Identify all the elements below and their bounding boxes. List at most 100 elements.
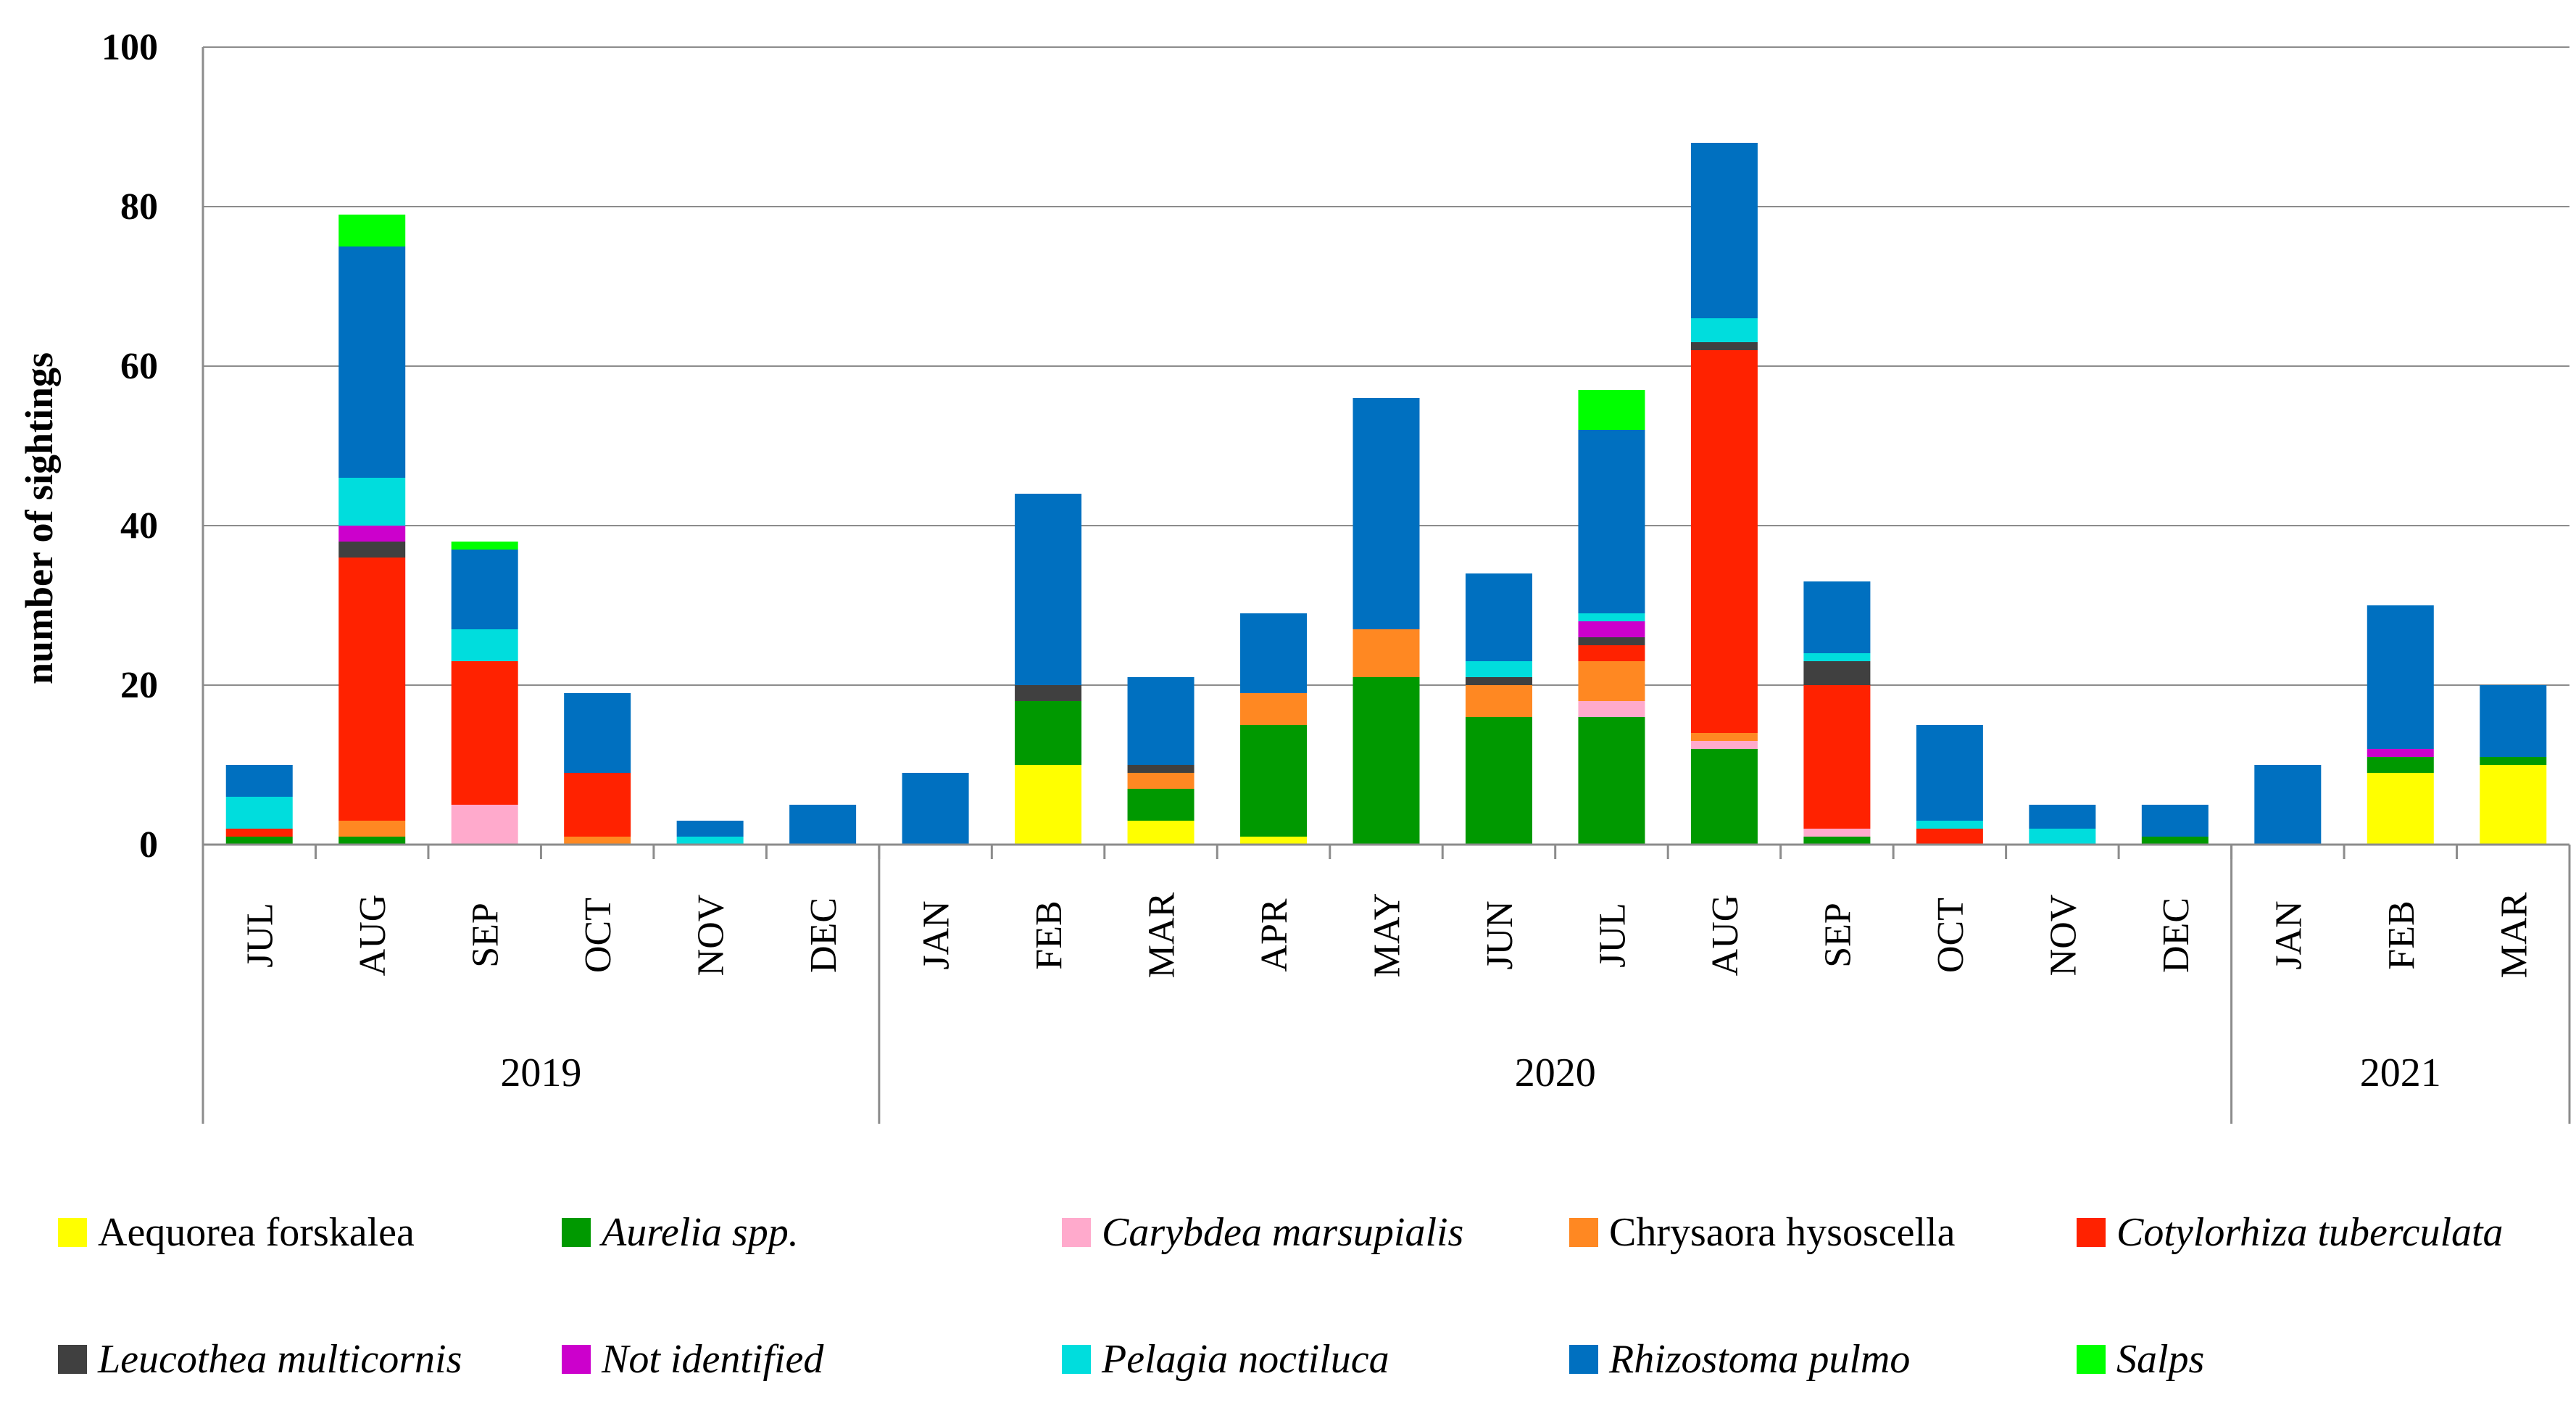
bar-segment <box>1803 837 1871 845</box>
x-axis-year-groups: 2019 2020 2021 <box>500 1051 2440 1095</box>
bar-segment <box>1127 765 1194 773</box>
bar-segment <box>1803 581 1871 653</box>
bar-segment <box>1578 430 1645 613</box>
bar-segment <box>338 526 406 542</box>
y-tick-label: 40 <box>120 505 158 547</box>
x-tick-label: DEC <box>2156 898 2197 973</box>
legend-swatch <box>2077 1345 2106 1374</box>
bar-segment <box>225 829 293 837</box>
axes <box>201 47 2571 1124</box>
bar-segment <box>451 661 518 805</box>
bar-segment <box>451 629 518 661</box>
x-tick-label: OCT <box>578 898 619 973</box>
y-axis-label: number of sightings <box>17 352 61 684</box>
x-tick-label: APR <box>1254 898 1295 971</box>
bar-segment <box>2141 805 2209 837</box>
legend-swatch <box>1062 1218 1091 1247</box>
legend-label: Chrysaora hysoscella <box>1609 1210 1956 1255</box>
bar-segment <box>225 765 293 797</box>
legend-swatch <box>562 1345 591 1374</box>
x-tick-label: NOV <box>2043 895 2084 977</box>
bar-segment <box>1803 685 1871 829</box>
bar-segment <box>1353 677 1420 845</box>
bar-segment <box>1916 821 1983 829</box>
legend-swatch <box>1569 1345 1598 1374</box>
x-tick-label: MAR <box>2493 892 2535 978</box>
x-tick-label: JUL <box>240 903 281 968</box>
bar-segment <box>225 797 293 829</box>
bar-segment <box>1127 821 1194 845</box>
bar-segment <box>2254 765 2322 845</box>
legend-swatch <box>58 1345 87 1374</box>
bar-segment <box>1578 717 1645 845</box>
bar-segment <box>1015 494 1082 685</box>
bar-segment <box>1465 661 1532 677</box>
bar-segment <box>2029 829 2096 845</box>
bar-segment <box>1578 390 1645 430</box>
x-tick-label: NOV <box>691 895 732 977</box>
bar-segment <box>1578 621 1645 637</box>
bar-segment <box>1127 677 1194 765</box>
bar-segment <box>2367 773 2434 845</box>
bar-segment <box>676 837 744 845</box>
x-tick-label: AUG <box>1705 895 1746 977</box>
legend-label: Carybdea marsupialis <box>1102 1210 1463 1255</box>
legend-label: Aurelia spp. <box>599 1210 799 1255</box>
bar-segment <box>676 821 744 837</box>
bars <box>225 143 2547 845</box>
x-tick-label: JAN <box>2268 900 2309 969</box>
bar-segment <box>1465 677 1532 685</box>
x-tick-label: JUL <box>1592 903 1633 968</box>
bar-segment <box>1690 318 1758 342</box>
y-axis-ticks: 0 20 40 60 80 100 <box>101 27 158 866</box>
bar-segment <box>1240 837 1308 845</box>
bar-segment <box>1690 342 1758 350</box>
legend-swatch <box>1569 1218 1598 1247</box>
x-tick-label: JAN <box>916 900 957 969</box>
bar-segment <box>1578 613 1645 621</box>
bar-segment <box>1690 143 1758 318</box>
bar-segment <box>1465 717 1532 845</box>
legend: Aequorea forskalea Aurelia spp. Carybdea m… <box>58 1210 2504 1382</box>
bar-segment <box>1916 829 1983 845</box>
bar-segment <box>1015 701 1082 765</box>
legend-label: Cotylorhiza tuberculata <box>2116 1210 2504 1255</box>
bar-segment <box>1803 661 1871 685</box>
bar-segment <box>564 693 631 773</box>
y-tick-label: 80 <box>120 186 158 228</box>
x-tick-label: FEB <box>1029 900 1070 969</box>
bar-segment <box>1578 645 1645 661</box>
bar-segment <box>451 542 518 550</box>
bar-segment <box>338 246 406 478</box>
y-tick-label: 100 <box>101 27 158 68</box>
y-tick-label: 20 <box>120 665 158 706</box>
bar-segment <box>1690 733 1758 741</box>
legend-label: Salps <box>2116 1337 2204 1382</box>
bar-segment <box>1240 725 1308 837</box>
bar-segment <box>1015 685 1082 701</box>
bar-segment <box>338 478 406 526</box>
legend-label: Aequorea forskalea <box>98 1210 415 1255</box>
x-tick-label: MAY <box>1367 893 1408 978</box>
bar-segment <box>338 837 406 845</box>
legend-label: Pelagia noctiluca <box>1101 1337 1389 1382</box>
bar-segment <box>1353 398 1420 629</box>
legend-swatch <box>2077 1218 2106 1247</box>
bar-segment <box>1127 773 1194 789</box>
x-tick-label: FEB <box>2381 900 2422 969</box>
bar-segment <box>1578 661 1645 701</box>
bar-segment <box>338 558 406 821</box>
x-tick-label: MAR <box>1142 892 1183 978</box>
gridlines <box>203 46 2569 686</box>
bar-segment <box>1465 573 1532 661</box>
legend-swatch <box>562 1218 591 1247</box>
bar-segment <box>1916 725 1983 821</box>
legend-label: Not identified <box>601 1337 824 1382</box>
bar-segment <box>338 215 406 246</box>
bar-segment <box>451 550 518 629</box>
y-tick-label: 0 <box>139 824 158 866</box>
bar-segment <box>902 773 969 845</box>
bar-segment <box>1578 701 1645 717</box>
bar-segment <box>2480 685 2547 757</box>
